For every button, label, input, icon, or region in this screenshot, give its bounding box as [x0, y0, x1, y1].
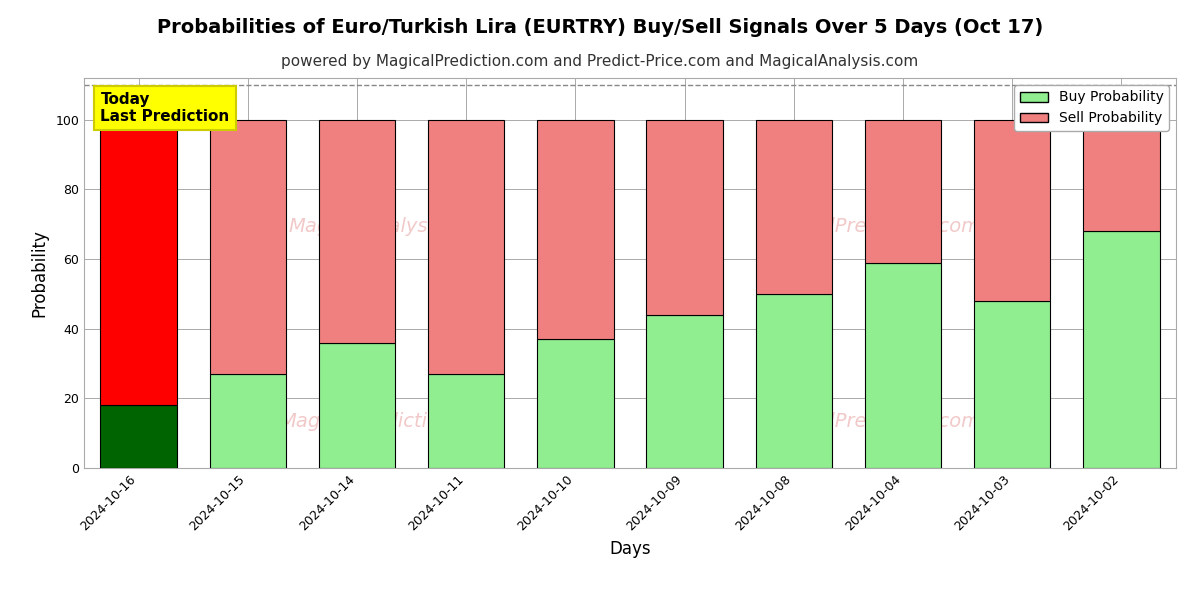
Text: MagicalPrediction.com: MagicalPrediction.com [760, 217, 980, 236]
Bar [538, 339, 613, 468]
Bar [647, 120, 722, 315]
Bar [210, 120, 286, 374]
Bar [756, 120, 832, 294]
Bar [756, 294, 832, 468]
Text: MagicalPrediction.com: MagicalPrediction.com [280, 412, 500, 431]
X-axis label: Days: Days [610, 540, 650, 558]
Text: Today
Last Prediction: Today Last Prediction [101, 92, 229, 124]
Bar [647, 315, 722, 468]
Text: MagicalAnalysis.com: MagicalAnalysis.com [288, 217, 491, 236]
Bar [538, 120, 613, 339]
Bar [1084, 231, 1159, 468]
Bar [101, 406, 176, 468]
Legend: Buy Probability, Sell Probability: Buy Probability, Sell Probability [1014, 85, 1169, 131]
Bar [101, 120, 176, 406]
Text: powered by MagicalPrediction.com and Predict-Price.com and MagicalAnalysis.com: powered by MagicalPrediction.com and Pre… [281, 54, 919, 69]
Bar [428, 120, 504, 374]
Bar [319, 120, 395, 343]
Bar [1084, 120, 1159, 231]
Bar [865, 263, 941, 468]
Text: MagicalPrediction.com: MagicalPrediction.com [760, 412, 980, 431]
Bar [974, 120, 1050, 301]
Bar [974, 301, 1050, 468]
Bar [319, 343, 395, 468]
Y-axis label: Probability: Probability [30, 229, 48, 317]
Bar [865, 120, 941, 263]
Text: Probabilities of Euro/Turkish Lira (EURTRY) Buy/Sell Signals Over 5 Days (Oct 17: Probabilities of Euro/Turkish Lira (EURT… [157, 18, 1043, 37]
Bar [428, 374, 504, 468]
Bar [210, 374, 286, 468]
